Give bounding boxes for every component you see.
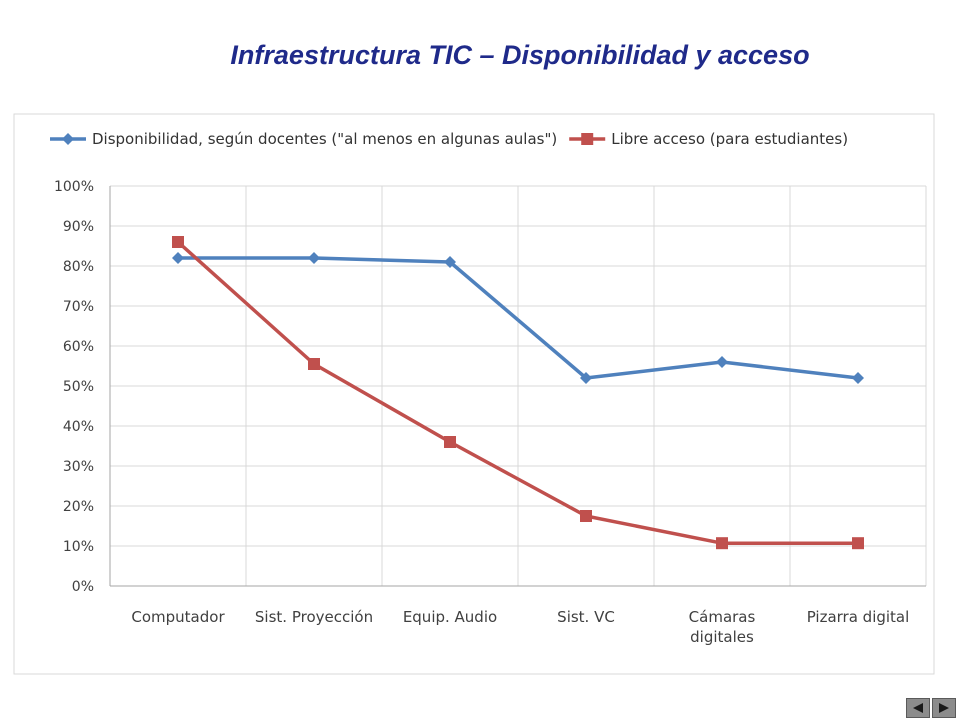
y-tick-label: 60% bbox=[63, 339, 94, 355]
y-tick-label: 70% bbox=[63, 299, 94, 315]
x-tick-label: Sist. VC bbox=[557, 608, 615, 626]
previous-slide-button[interactable] bbox=[906, 698, 930, 718]
data-point-diamond bbox=[716, 356, 728, 368]
legend-marker-diamond bbox=[62, 133, 74, 145]
y-tick-label: 90% bbox=[63, 219, 94, 235]
x-axis-ticks: Computador Sist. Proyección Equip. Audio Si… bbox=[131, 608, 909, 646]
data-point-diamond bbox=[580, 372, 592, 384]
legend-marker-square bbox=[581, 133, 594, 145]
data-point-square bbox=[852, 537, 864, 550]
y-tick-label: 20% bbox=[63, 499, 94, 515]
legend-label: Disponibilidad, según docentes ("al meno… bbox=[92, 130, 557, 148]
chart-legend: Disponibilidad, según docentes ("al meno… bbox=[50, 130, 848, 148]
data-point-diamond bbox=[172, 252, 184, 264]
chart-frame bbox=[13, 113, 935, 675]
y-tick-label: 100% bbox=[54, 179, 94, 195]
x-tick-label: Computador bbox=[131, 608, 225, 626]
data-point-square bbox=[308, 358, 320, 370]
y-tick-label: 80% bbox=[63, 259, 94, 275]
series-line-2 bbox=[176, 240, 858, 545]
data-point-square bbox=[172, 236, 184, 248]
triangle-right-icon bbox=[939, 703, 949, 713]
y-axis-ticks: 0% 10% 20% 30% 40% 50% 60% 70% 80% 90% 100% bbox=[54, 179, 94, 595]
y-tick-label: 10% bbox=[63, 539, 94, 555]
y-tick-label: 0% bbox=[72, 579, 94, 595]
data-point-square bbox=[580, 510, 592, 522]
legend-label: Libre acceso (para estudiantes) bbox=[611, 130, 848, 148]
triangle-left-icon bbox=[913, 703, 923, 713]
y-tick-label: 30% bbox=[63, 459, 94, 475]
data-point-diamond bbox=[444, 256, 456, 268]
data-point-square bbox=[444, 436, 456, 448]
next-slide-button[interactable] bbox=[932, 698, 956, 718]
data-point-diamond bbox=[852, 372, 864, 384]
chart-gridlines bbox=[109, 185, 927, 587]
series-line-1 bbox=[178, 256, 859, 380]
x-tick-label: Equip. Audio bbox=[403, 608, 497, 626]
x-tick-label: Cámaras digitales bbox=[689, 608, 756, 646]
y-tick-label: 40% bbox=[63, 419, 94, 435]
x-tick-label: Sist. Proyección bbox=[255, 608, 373, 626]
slide-title: Infraestructura TIC – Disponibilidad y a… bbox=[230, 40, 810, 70]
chart-series bbox=[172, 236, 864, 550]
slide-navigation bbox=[906, 698, 956, 718]
y-tick-label: 50% bbox=[63, 379, 94, 395]
data-point-square bbox=[716, 537, 728, 550]
data-point-diamond bbox=[308, 252, 320, 264]
x-tick-label: Pizarra digital bbox=[807, 608, 910, 626]
